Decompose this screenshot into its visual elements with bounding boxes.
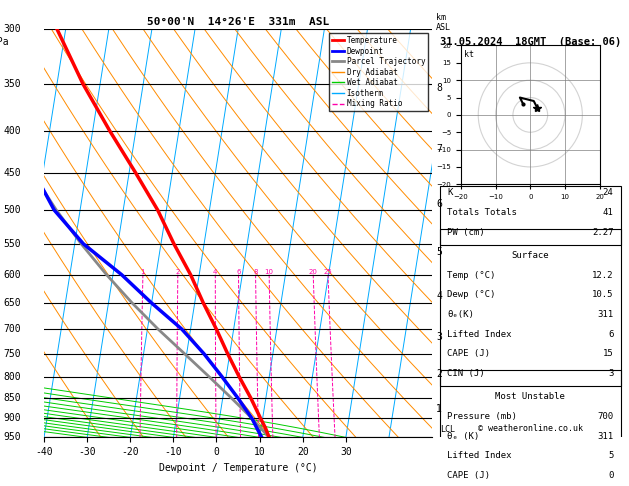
Text: 700: 700 <box>3 324 21 334</box>
Text: 5: 5 <box>436 247 442 257</box>
Text: 600: 600 <box>3 270 21 279</box>
Text: 24: 24 <box>603 189 613 197</box>
Text: θₑ (K): θₑ (K) <box>447 432 479 441</box>
Text: km
ASL: km ASL <box>436 13 451 32</box>
Text: CIN (J): CIN (J) <box>447 369 485 378</box>
Text: 7: 7 <box>436 144 442 154</box>
Text: 2.27: 2.27 <box>592 227 613 237</box>
Text: 41: 41 <box>603 208 613 217</box>
Text: 8: 8 <box>253 269 258 275</box>
Text: 6: 6 <box>237 269 241 275</box>
Text: 0: 0 <box>608 471 613 480</box>
Text: 900: 900 <box>3 413 21 423</box>
Text: 4: 4 <box>436 291 442 301</box>
Text: 400: 400 <box>3 126 21 136</box>
Text: Lifted Index: Lifted Index <box>447 330 511 339</box>
Text: 3: 3 <box>436 332 442 342</box>
Text: θₑ(K): θₑ(K) <box>447 310 474 319</box>
Text: PW (cm): PW (cm) <box>447 227 485 237</box>
Text: 350: 350 <box>3 79 21 89</box>
Text: 20: 20 <box>309 269 318 275</box>
Text: Most Unstable: Most Unstable <box>496 393 565 401</box>
Text: 15: 15 <box>603 349 613 358</box>
Text: 1: 1 <box>141 269 145 275</box>
Text: 300: 300 <box>3 24 21 34</box>
Text: 2: 2 <box>436 369 442 379</box>
Text: 750: 750 <box>3 348 21 359</box>
Text: 6: 6 <box>436 199 442 208</box>
Text: 311: 311 <box>598 432 613 441</box>
Text: 10.5: 10.5 <box>592 291 613 299</box>
Text: 4: 4 <box>213 269 218 275</box>
Text: 450: 450 <box>3 168 21 178</box>
Text: 1: 1 <box>436 404 442 414</box>
Text: Surface: Surface <box>511 251 549 260</box>
Text: LCL: LCL <box>440 425 455 434</box>
Text: Lifted Index: Lifted Index <box>447 451 511 460</box>
Text: © weatheronline.co.uk: © weatheronline.co.uk <box>478 424 583 434</box>
Text: Totals Totals: Totals Totals <box>447 208 517 217</box>
Text: 25: 25 <box>323 269 332 275</box>
Text: K: K <box>447 189 452 197</box>
Text: 650: 650 <box>3 298 21 308</box>
Text: Temp (°C): Temp (°C) <box>447 271 496 280</box>
Text: 2: 2 <box>175 269 180 275</box>
Text: 800: 800 <box>3 371 21 382</box>
Text: 311: 311 <box>598 310 613 319</box>
Text: Pressure (mb): Pressure (mb) <box>447 412 517 421</box>
Legend: Temperature, Dewpoint, Parcel Trajectory, Dry Adiabat, Wet Adiabat, Isotherm, Mi: Temperature, Dewpoint, Parcel Trajectory… <box>329 33 428 111</box>
Text: 500: 500 <box>3 205 21 215</box>
Text: Dewp (°C): Dewp (°C) <box>447 291 496 299</box>
Text: 5: 5 <box>608 451 613 460</box>
Text: CAPE (J): CAPE (J) <box>447 471 490 480</box>
Text: 700: 700 <box>598 412 613 421</box>
Text: 31.05.2024  18GMT  (Base: 06): 31.05.2024 18GMT (Base: 06) <box>440 37 621 47</box>
Text: 6: 6 <box>608 330 613 339</box>
X-axis label: Dewpoint / Temperature (°C): Dewpoint / Temperature (°C) <box>159 463 318 473</box>
Text: 12.2: 12.2 <box>592 271 613 280</box>
Text: 8: 8 <box>436 83 442 93</box>
Text: 950: 950 <box>3 433 21 442</box>
Text: hPa: hPa <box>0 37 9 47</box>
Text: 3: 3 <box>608 369 613 378</box>
Text: CAPE (J): CAPE (J) <box>447 349 490 358</box>
Text: 850: 850 <box>3 393 21 403</box>
Title: 50°00'N  14°26'E  331m  ASL: 50°00'N 14°26'E 331m ASL <box>147 17 329 27</box>
Text: 10: 10 <box>265 269 274 275</box>
Text: 550: 550 <box>3 239 21 249</box>
